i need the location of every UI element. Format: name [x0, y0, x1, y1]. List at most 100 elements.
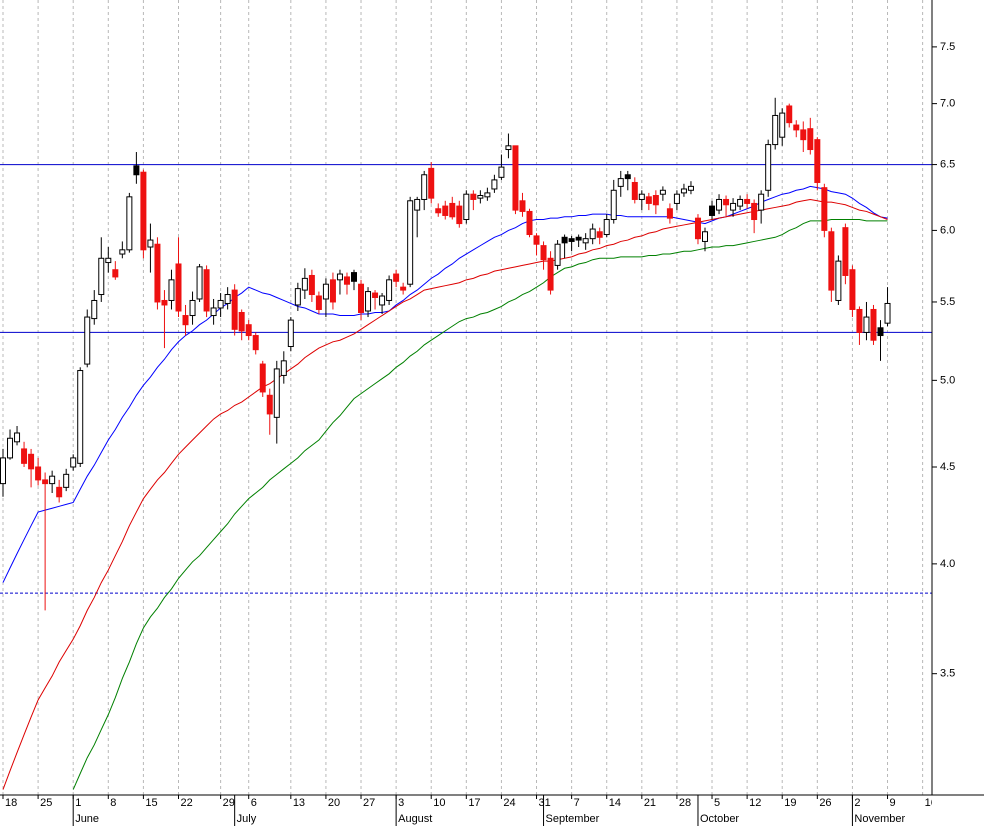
- candle-body: [435, 208, 442, 214]
- candle-body: [666, 208, 673, 219]
- candle-body: [694, 217, 701, 240]
- candle-body: [723, 198, 730, 206]
- x-tick-label: 31: [539, 797, 551, 809]
- moving-average-line: [2, 185, 888, 583]
- candle-body: [301, 277, 308, 291]
- y-tick-label: 6.0: [940, 224, 955, 236]
- candle-body: [365, 291, 372, 312]
- candle-body: [336, 273, 343, 281]
- candle-body: [687, 185, 694, 191]
- candle-body: [589, 228, 596, 240]
- month-label: June: [75, 813, 99, 825]
- candle-body: [547, 257, 554, 291]
- x-tick-label: 15: [145, 797, 157, 809]
- month-label: August: [398, 813, 432, 825]
- candle-body: [835, 260, 842, 301]
- y-tick-label: 6.5: [940, 158, 955, 170]
- x-tick-label: 10: [433, 797, 445, 809]
- candle-body: [484, 192, 491, 198]
- candle-body: [280, 360, 287, 376]
- candle-body: [730, 202, 737, 211]
- candle-body: [322, 283, 329, 300]
- x-tick-label: 26: [819, 797, 831, 809]
- candle-body: [386, 279, 393, 301]
- candle-body: [379, 295, 386, 306]
- y-tick-label: 5.5: [940, 296, 955, 308]
- candle-body: [42, 479, 49, 485]
- candle-body: [610, 189, 617, 221]
- candle-body: [449, 202, 456, 218]
- candle-body: [645, 196, 652, 204]
- candle-body: [7, 437, 14, 459]
- x-tick-label: 2: [854, 797, 860, 809]
- candle-body: [582, 238, 589, 244]
- candle-body: [673, 193, 680, 204]
- candle-body: [252, 335, 259, 351]
- candle-body: [105, 257, 112, 264]
- candle-body: [737, 198, 744, 207]
- candle-body: [856, 308, 863, 333]
- x-tick-label: 3: [398, 797, 404, 809]
- candle-body: [245, 324, 252, 337]
- x-tick-label: 9: [890, 797, 896, 809]
- candle-body: [505, 145, 512, 151]
- x-tick-label: 8: [110, 797, 116, 809]
- y-tick-label: 5.0: [940, 374, 955, 386]
- x-tick-label: 19: [784, 797, 796, 809]
- candle-body: [849, 269, 856, 310]
- y-tick-label: 7.0: [940, 98, 955, 110]
- candle-body: [631, 181, 638, 200]
- candle-body: [351, 272, 357, 282]
- candle-body: [217, 299, 224, 309]
- candle-body: [680, 188, 687, 194]
- x-tick-label: 7: [574, 797, 580, 809]
- candle-body: [266, 394, 273, 415]
- candle-body: [98, 257, 105, 296]
- candle-body: [77, 370, 84, 464]
- candle-body: [84, 316, 91, 365]
- candle-body: [14, 432, 21, 443]
- x-axis: 18 25 1 8 15 22 29 6 13 20 27 3 10 17 24 31 7 14 21 28 5 12 19…: [2, 795, 932, 809]
- x-tick-label: 17: [468, 797, 480, 809]
- candle-body: [28, 453, 35, 470]
- candle-body: [259, 363, 266, 393]
- x-tick-label: 12: [749, 797, 761, 809]
- x-tick-label: 5: [714, 797, 720, 809]
- candle-body: [329, 279, 336, 303]
- x-tick-label: 13: [293, 797, 305, 809]
- candle-body: [786, 105, 793, 124]
- candle-body: [112, 269, 119, 278]
- candle-body: [189, 299, 196, 317]
- candle-body: [224, 294, 231, 304]
- candle-body: [203, 269, 210, 312]
- candle-body: [287, 319, 294, 348]
- candle-body: [315, 295, 322, 310]
- candle-body: [477, 195, 484, 199]
- candle-body: [765, 144, 772, 191]
- x-tick-label: 6: [251, 797, 257, 809]
- candle-body: [175, 263, 182, 312]
- candle-body: [49, 475, 56, 485]
- candle-body: [828, 231, 835, 291]
- candle-body: [512, 145, 519, 211]
- candle-body: [35, 466, 42, 481]
- candle-body: [0, 457, 6, 485]
- candle-body: [308, 274, 315, 296]
- candle-body: [519, 200, 526, 212]
- candle-body: [779, 112, 786, 138]
- x-tick-label: 22: [181, 797, 193, 809]
- candle-body: [372, 292, 379, 298]
- candle-body: [491, 179, 498, 190]
- candle-body: [147, 239, 154, 248]
- x-tick-label: 20: [328, 797, 340, 809]
- month-label: October: [700, 813, 739, 825]
- candle-body: [821, 187, 828, 231]
- candle-body: [168, 279, 175, 301]
- candle-body: [870, 308, 877, 341]
- moving-average-line: [2, 198, 888, 790]
- candle-body: [533, 235, 540, 245]
- candle-body: [807, 128, 814, 151]
- candle-body: [273, 368, 280, 418]
- x-tick-label: 25: [40, 797, 52, 809]
